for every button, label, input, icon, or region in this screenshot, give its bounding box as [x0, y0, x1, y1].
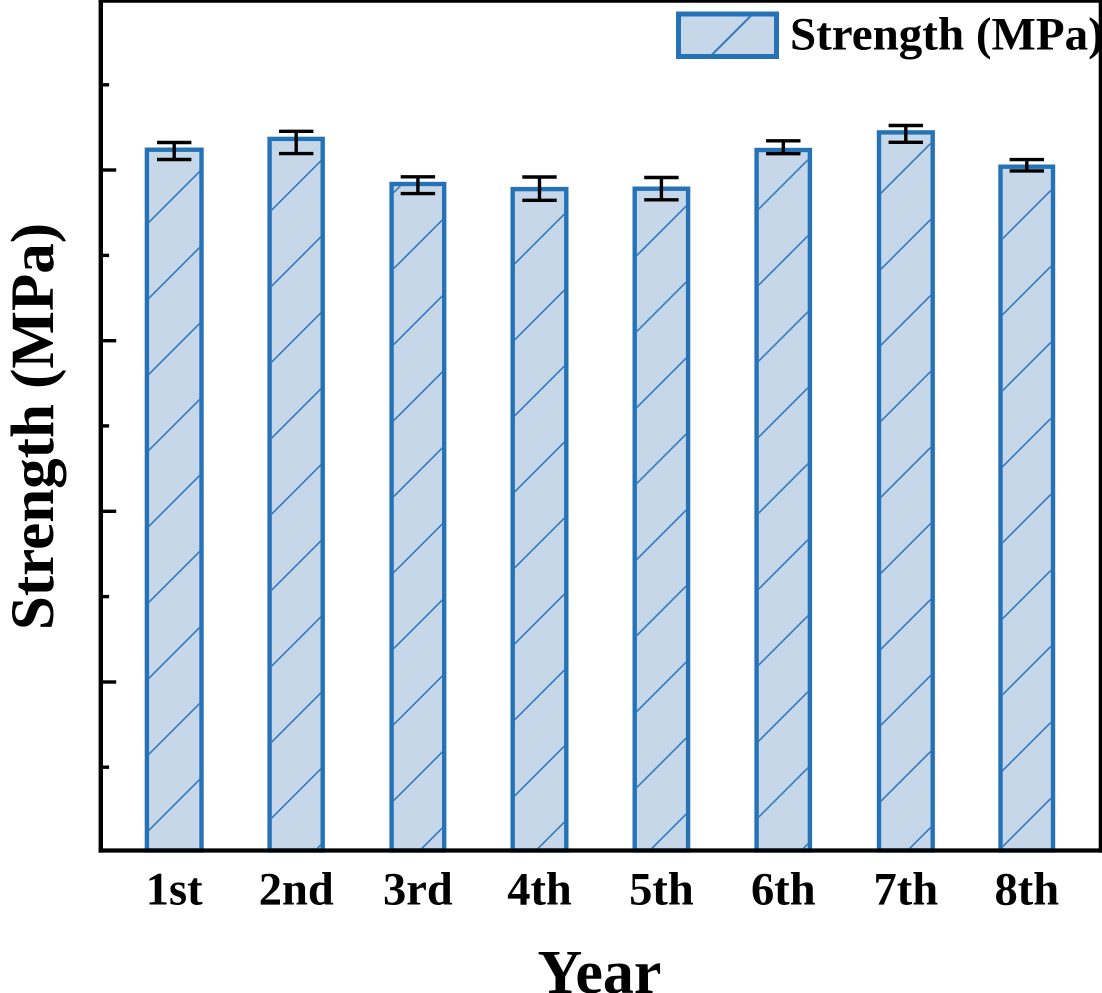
svg-text:6th: 6th: [751, 865, 816, 916]
svg-text:Strength (MPa): Strength (MPa): [0, 223, 67, 630]
svg-text:8th: 8th: [994, 865, 1059, 916]
svg-text:5th: 5th: [629, 865, 694, 916]
svg-text:2nd: 2nd: [259, 865, 334, 916]
svg-text:Strength (MPa): Strength (MPa): [790, 9, 1102, 61]
svg-text:Year: Year: [538, 939, 662, 993]
svg-text:3rd: 3rd: [383, 865, 453, 916]
svg-text:1st: 1st: [146, 865, 203, 916]
svg-text:7th: 7th: [873, 865, 938, 916]
svg-text:4th: 4th: [507, 865, 572, 916]
